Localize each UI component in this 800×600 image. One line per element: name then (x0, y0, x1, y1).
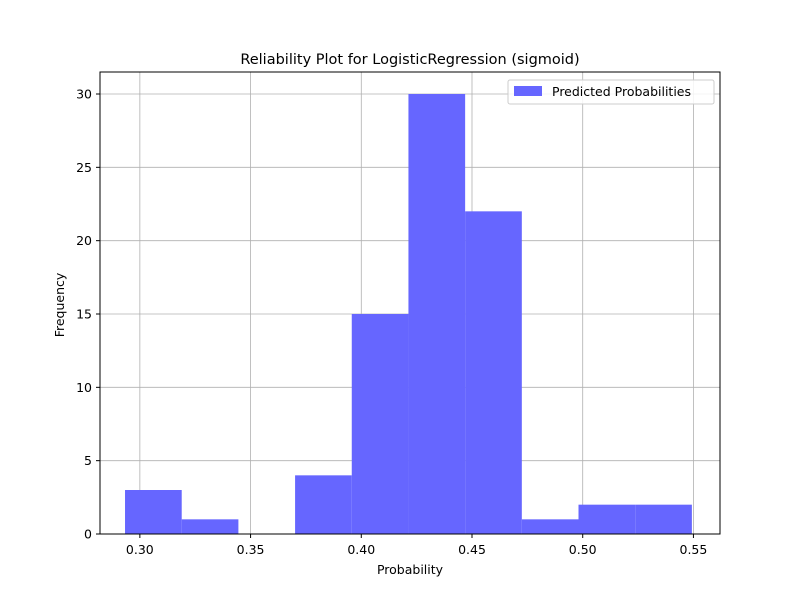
histogram-bar (578, 504, 636, 534)
y-tick-label: 30 (76, 87, 92, 102)
x-tick-label: 0.45 (458, 542, 486, 557)
y-tick-label: 0 (84, 527, 92, 542)
x-tick-label: 0.50 (569, 542, 597, 557)
histogram-bar (295, 475, 352, 534)
y-tick-label: 10 (76, 380, 92, 395)
histogram-bar (181, 519, 239, 534)
histogram-bar (465, 211, 522, 535)
legend: Predicted Probabilities (507, 79, 715, 105)
x-axis-label: Probability (377, 562, 444, 577)
histogram-bar (408, 94, 466, 534)
y-tick-label: 5 (84, 453, 92, 468)
y-tick-label: 25 (76, 160, 92, 175)
y-axis-label: Frequency (52, 272, 67, 337)
chart-title: Reliability Plot for LogisticRegression … (240, 52, 579, 68)
axes-frame (99, 71, 721, 535)
histogram-bar (521, 519, 579, 534)
y-tick-label: 15 (76, 307, 92, 322)
x-tick-label: 0.35 (237, 542, 265, 557)
histogram-bar (351, 314, 409, 534)
axes: 0.30 0.35 0.40 0.45 0.50 0.55 0 5 10 15 20 25 30 (76, 71, 721, 557)
x-tick-label: 0.30 (126, 542, 154, 557)
histogram-bars (125, 94, 692, 535)
histogram-bar (635, 504, 692, 534)
legend-box (507, 79, 715, 105)
y-tick-label: 20 (76, 233, 92, 248)
x-tick-label: 0.55 (680, 542, 708, 557)
histogram-bar (125, 490, 182, 534)
legend-label: Predicted Probabilities (552, 84, 691, 99)
x-tick-label: 0.40 (347, 542, 375, 557)
legend-swatch (514, 86, 542, 96)
